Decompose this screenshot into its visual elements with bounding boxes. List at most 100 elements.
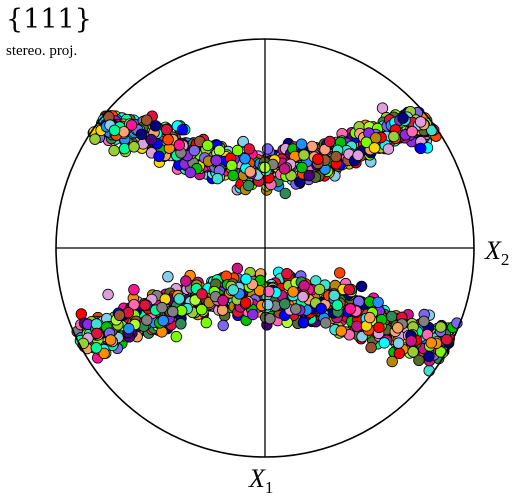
data-point	[382, 143, 395, 155]
data-point	[227, 284, 239, 296]
data-point	[108, 124, 121, 137]
data-point	[378, 337, 391, 349]
data-point	[210, 154, 223, 167]
data-point	[279, 298, 291, 310]
chart-title: {111}	[6, 4, 92, 35]
data-point	[167, 305, 179, 318]
data-point	[344, 303, 357, 315]
data-point	[279, 187, 292, 200]
data-point	[303, 169, 315, 182]
data-point	[145, 133, 158, 146]
data-point	[295, 138, 308, 150]
data-point	[263, 285, 275, 298]
data-point	[297, 317, 310, 329]
data-point	[184, 166, 197, 179]
data-point	[153, 150, 165, 163]
data-point	[435, 321, 447, 333]
data-point	[162, 133, 174, 146]
data-point	[125, 119, 138, 131]
data-point	[278, 163, 291, 175]
data-point	[91, 327, 103, 340]
data-point	[324, 135, 336, 148]
chart-subtitle: stereo. proj.	[6, 43, 78, 59]
data-point	[264, 313, 276, 325]
data-point	[200, 316, 213, 329]
data-point	[287, 286, 299, 298]
data-point	[157, 314, 169, 327]
data-point	[247, 308, 259, 321]
data-point	[118, 126, 130, 138]
data-point	[216, 304, 229, 316]
data-point	[102, 288, 114, 301]
data-point	[104, 334, 117, 346]
data-point	[320, 317, 332, 329]
axis-label-x2: X2	[484, 236, 509, 269]
data-point	[175, 318, 187, 330]
data-point	[217, 294, 229, 307]
data-point	[113, 309, 126, 322]
data-point	[423, 365, 435, 377]
data-point	[360, 136, 373, 149]
data-point	[352, 149, 364, 162]
data-point	[173, 293, 186, 305]
data-point	[331, 299, 344, 311]
data-point	[188, 144, 201, 157]
data-point	[135, 128, 148, 141]
data-points-layer	[71, 102, 463, 377]
data-point	[261, 143, 274, 155]
data-point	[405, 335, 417, 347]
data-point	[90, 318, 103, 330]
data-point	[242, 179, 255, 192]
data-point	[368, 142, 381, 154]
data-point	[313, 283, 326, 296]
data-point	[162, 271, 174, 283]
data-point	[298, 149, 310, 161]
data-point	[195, 304, 208, 316]
data-point	[231, 262, 244, 275]
data-point	[351, 320, 363, 333]
data-point	[343, 283, 355, 296]
data-point	[98, 347, 110, 360]
data-point	[211, 172, 224, 185]
data-point	[370, 132, 382, 144]
data-point	[89, 133, 101, 145]
data-point	[118, 142, 131, 155]
data-point	[128, 299, 140, 311]
data-point	[239, 297, 252, 309]
data-point	[372, 296, 384, 309]
data-point	[173, 139, 186, 151]
data-point	[160, 123, 173, 136]
data-point	[373, 321, 385, 334]
data-point	[231, 144, 244, 157]
data-point	[392, 337, 405, 349]
data-point	[141, 314, 153, 326]
data-point	[281, 268, 293, 280]
data-point	[176, 123, 189, 136]
data-point	[239, 152, 251, 165]
data-point	[290, 303, 302, 315]
data-point	[213, 144, 226, 157]
data-point	[243, 143, 255, 155]
data-point	[244, 166, 257, 178]
data-point	[296, 161, 308, 174]
data-point	[330, 150, 342, 163]
data-point	[227, 169, 239, 182]
data-point	[328, 289, 340, 302]
data-point	[415, 116, 427, 128]
data-point	[156, 301, 168, 314]
data-point	[365, 341, 377, 354]
data-point	[262, 298, 274, 311]
data-point	[334, 267, 346, 279]
data-point	[217, 319, 229, 332]
data-point	[335, 325, 348, 337]
data-point	[418, 315, 430, 328]
data-point	[397, 112, 409, 124]
data-point	[196, 288, 208, 300]
data-point	[201, 139, 214, 152]
data-point	[407, 346, 419, 358]
data-point	[140, 114, 153, 126]
data-point	[415, 142, 427, 155]
data-point	[315, 302, 327, 315]
data-point	[240, 273, 252, 285]
